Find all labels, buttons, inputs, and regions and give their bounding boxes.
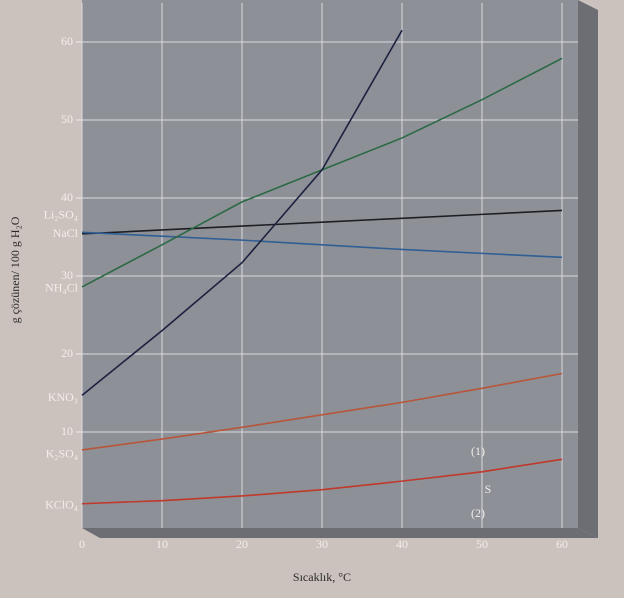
y-tick-label: 20 bbox=[61, 346, 73, 360]
y-tick-label: 40 bbox=[61, 190, 73, 204]
y-tick-label: 50 bbox=[61, 112, 73, 126]
y-tick-label: 10 bbox=[61, 424, 73, 438]
series-label: KNO₃ bbox=[48, 390, 78, 404]
x-tick-label: 20 bbox=[236, 537, 248, 551]
series-label: NaCl bbox=[53, 226, 79, 240]
x-tick-label: 40 bbox=[396, 537, 408, 551]
chart: Sıcaklık, °C g çözünen/ 100 g H₂O 10 20 30… bbox=[0, 0, 624, 598]
series-label: Li₂SO₄ bbox=[44, 208, 78, 222]
x-tick-label: 30 bbox=[316, 537, 328, 551]
series-label: NH₄Cl bbox=[45, 281, 79, 295]
annotation: (2) bbox=[471, 506, 485, 520]
x-tick-label: 50 bbox=[476, 537, 488, 551]
y-axis-label: g çözünen/ 100 g H₂O bbox=[8, 216, 22, 323]
series-label: K₂SO₄ bbox=[46, 447, 78, 461]
x-tick-label: 0 bbox=[79, 537, 85, 551]
annotation: (1) bbox=[471, 444, 485, 458]
y-tick-label: 60 bbox=[61, 34, 73, 48]
panel-edge bbox=[578, 0, 598, 538]
x-tick-label: 10 bbox=[156, 537, 168, 551]
x-axis-label: Sıcaklık, °C bbox=[293, 570, 351, 584]
series-label: KClO₄ bbox=[45, 498, 78, 512]
y-tick-label: 30 bbox=[61, 268, 73, 282]
x-tick-label: 60 bbox=[556, 537, 568, 551]
annotation: S bbox=[485, 482, 492, 496]
plot-area bbox=[82, 0, 578, 528]
